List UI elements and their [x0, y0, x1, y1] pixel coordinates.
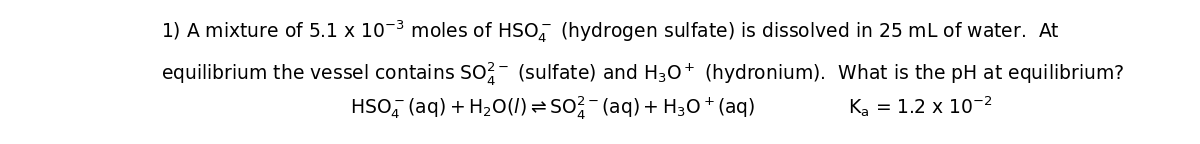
- Text: equilibrium the vessel contains $\mathrm{SO_4^{2-}}$ (sulfate) and $\mathrm{H_3O: equilibrium the vessel contains $\mathrm…: [161, 60, 1124, 87]
- Text: $\mathrm{K_a}$ = 1.2 x $10^{-2}$: $\mathrm{K_a}$ = 1.2 x $10^{-2}$: [847, 94, 992, 119]
- Text: $\mathrm{HSO_4^-(aq) + H_2O(}$$\it{l}$$\mathrm{) \rightleftharpoons SO_4^{2-}(aq: $\mathrm{HSO_4^-(aq) + H_2O(}$$\it{l}$$\…: [350, 94, 756, 121]
- Text: 1) A mixture of 5.1 x $10^{-3}$ moles of $\mathrm{HSO_4^-}$ (hydrogen sulfate) i: 1) A mixture of 5.1 x $10^{-3}$ moles of…: [161, 18, 1060, 45]
